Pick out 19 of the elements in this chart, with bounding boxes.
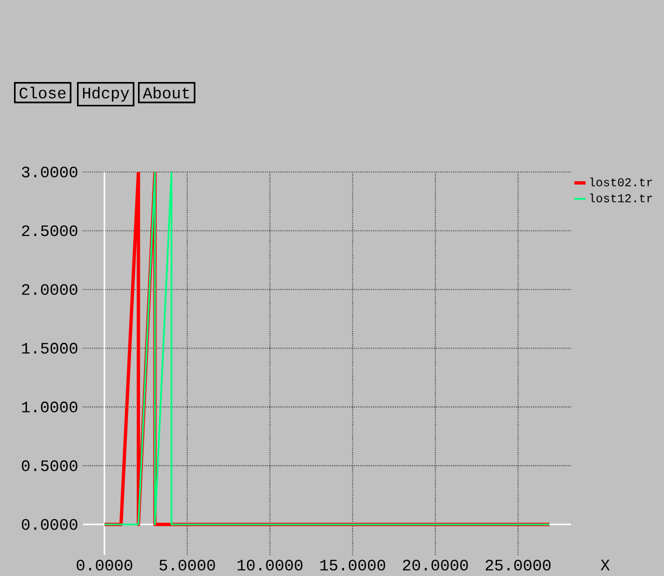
x-axis-title: X — [600, 560, 610, 570]
x-tick-label: 10.0000 — [238, 560, 302, 570]
x-tick-label: 0.0000 — [76, 560, 132, 570]
y-tick-label: 1.5000 — [22, 342, 78, 354]
x-tick-label: 25.0000 — [486, 560, 551, 570]
y-tick-label: 1.0000 — [22, 402, 78, 412]
legend-label: lost12.tr — [590, 194, 652, 202]
y-tick-label: 0.5000 — [22, 460, 78, 472]
y-tick-label: 3.0000 — [22, 166, 78, 178]
x-tick-label: 20.0000 — [403, 560, 468, 570]
text: Hdcpy — [83, 86, 130, 102]
y-tick-label: 0.0000 — [22, 519, 78, 530]
text: About — [142, 86, 189, 98]
x-tick-label: 5.0000 — [160, 560, 215, 570]
y-tick-label: 2.5000 — [22, 225, 78, 236]
x-tick-label: 15.0000 — [320, 560, 386, 570]
legend-label: lost02.tr — [590, 178, 652, 186]
text: Close — [20, 86, 66, 98]
y-tick-label: 2.0000 — [22, 284, 78, 295]
